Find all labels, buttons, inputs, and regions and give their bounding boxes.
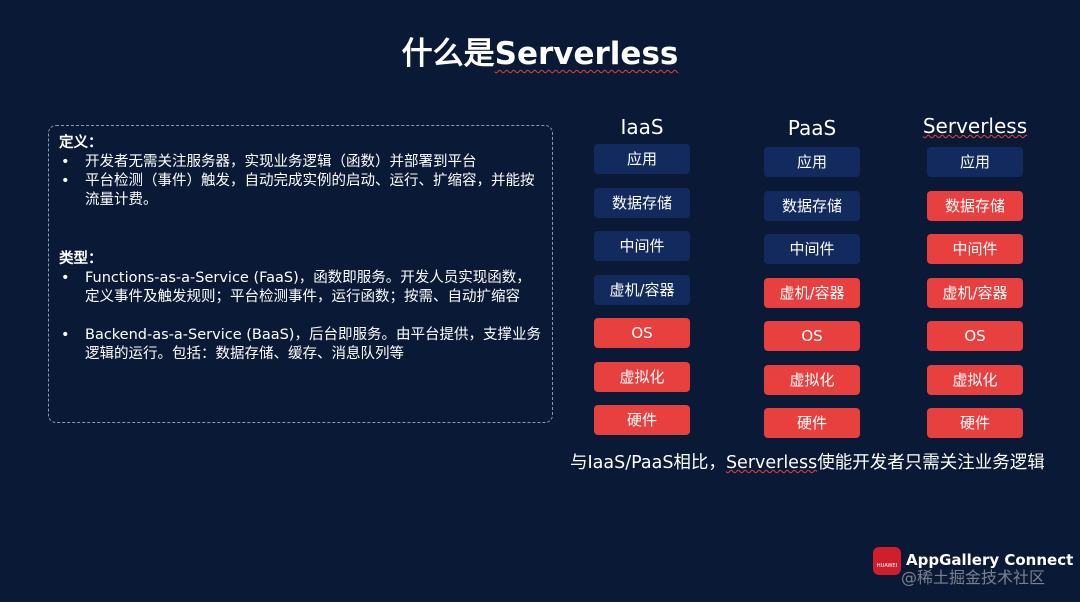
layer-box: 应用: [927, 147, 1023, 177]
types-heading: 类型：: [59, 251, 103, 267]
watermark: @稀土掘金技术社区: [901, 568, 1046, 587]
layer-box: 应用: [764, 147, 860, 177]
layer-box: 硬件: [594, 405, 690, 435]
layer-box: 硬件: [764, 408, 860, 438]
layer-box: 虚机/容器: [594, 274, 690, 305]
layer-box: 数据存储: [927, 190, 1023, 221]
column-header: IaaS: [620, 115, 664, 139]
definition-heading: 定义：: [59, 135, 103, 151]
layer-box: 中间件: [594, 231, 690, 261]
layer-box: 应用: [594, 144, 690, 174]
layer-box: OS: [594, 318, 690, 348]
layer-box: OS: [927, 321, 1023, 351]
layer-box: 数据存储: [764, 190, 860, 221]
layer-box: 虚拟化: [594, 361, 690, 392]
layer-box: 虚机/容器: [764, 277, 860, 308]
definition-item: 开发者无需关注服务器，实现业务逻辑（函数）并部署到平台: [59, 153, 542, 172]
layer-box: 中间件: [764, 234, 860, 264]
type-item-faas: Functions-as-a-Service (FaaS)，函数即服务。开发人员…: [59, 269, 542, 307]
layer-box: 虚拟化: [927, 364, 1023, 395]
type-item-baas: Backend-as-a-Service (BaaS)，后台即服务。由平台提供，…: [59, 326, 542, 364]
layer-box: 中间件: [927, 234, 1023, 264]
layer-box: 硬件: [927, 408, 1023, 438]
layer-box: 虚机/容器: [927, 277, 1023, 308]
summary-text: 与IaaS/PaaS相比，Serverless使能开发者只需关注业务逻辑: [570, 453, 1045, 473]
slide-title: 什么是Serverless: [401, 36, 679, 72]
huawei-logo: HUAWEI: [873, 547, 901, 575]
brand-name: AppGallery Connect: [906, 551, 1074, 569]
layer-box: 虚拟化: [764, 364, 860, 395]
column-header: PaaS: [787, 116, 837, 140]
definition-panel: 定义： 开发者无需关注服务器，实现业务逻辑（函数）并部署到平台 平台检测（事件）…: [48, 125, 553, 423]
layer-box: 数据存储: [594, 187, 690, 218]
definition-item: 平台检测（事件）触发，自动完成实例的启动、运行、扩缩容，并能按流量计费。: [59, 172, 542, 210]
layer-box: OS: [764, 321, 860, 351]
column-header: Serverless: [922, 114, 1028, 138]
